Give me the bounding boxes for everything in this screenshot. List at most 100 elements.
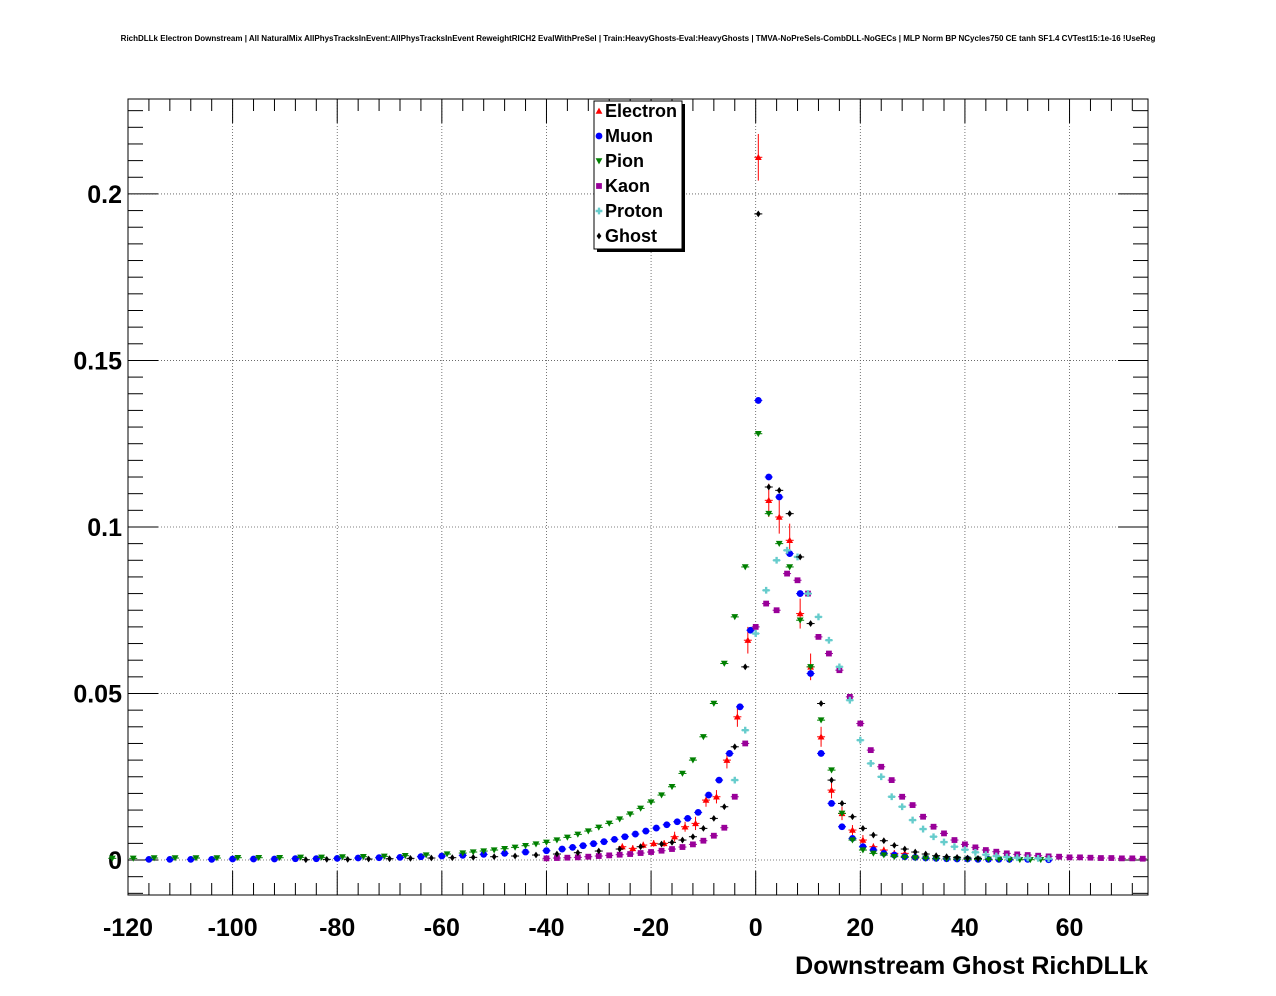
data-point — [764, 510, 773, 518]
data-point — [921, 855, 930, 862]
data-marker — [1045, 855, 1053, 863]
data-marker — [859, 836, 867, 843]
y-tick-label: 0.15 — [73, 347, 122, 375]
data-point — [422, 852, 431, 859]
data-point — [647, 849, 656, 855]
data-point — [877, 763, 886, 770]
data-point — [730, 743, 739, 751]
data-marker — [600, 838, 608, 846]
legend-label: Electron — [605, 101, 677, 121]
data-point — [856, 720, 865, 727]
data-point — [908, 816, 917, 824]
data-point — [647, 799, 656, 806]
data-marker — [558, 845, 566, 853]
data-marker — [627, 851, 634, 857]
data-marker — [846, 696, 854, 704]
x-axis-title: Downstream Ghost RichDLLk — [795, 952, 1148, 980]
data-marker — [909, 816, 917, 824]
data-point — [712, 790, 721, 804]
data-marker — [796, 617, 804, 624]
data-point — [573, 831, 582, 838]
data-marker — [417, 853, 425, 861]
data-marker — [1003, 853, 1011, 861]
data-point — [626, 851, 635, 857]
legend-marker — [595, 158, 603, 165]
data-marker — [920, 813, 926, 820]
data-point — [919, 813, 928, 820]
data-marker — [375, 854, 383, 862]
data-point — [490, 847, 499, 854]
data-point — [401, 852, 410, 860]
data-point — [1002, 853, 1011, 861]
data-point — [960, 841, 969, 848]
data-marker — [765, 510, 773, 518]
data-point — [1138, 855, 1147, 862]
data-point — [610, 835, 619, 843]
data-marker — [773, 556, 781, 564]
data-point — [900, 854, 909, 861]
data-point — [563, 834, 572, 841]
data-point — [733, 706, 742, 727]
data-point — [406, 854, 415, 862]
data-marker — [755, 210, 761, 218]
data-point — [301, 856, 310, 864]
data-marker — [692, 819, 699, 827]
legend-marker — [595, 207, 603, 215]
data-point — [678, 844, 687, 850]
data-marker — [490, 847, 498, 854]
data-marker — [752, 624, 759, 630]
data-marker — [1024, 854, 1032, 862]
data-point — [364, 855, 373, 863]
data-point — [469, 853, 478, 861]
data-marker — [817, 733, 825, 740]
data-point — [858, 847, 867, 854]
data-marker — [166, 855, 174, 863]
data-marker — [366, 855, 371, 863]
data-point — [448, 854, 457, 862]
series-kaon — [542, 570, 1147, 862]
data-point — [1096, 855, 1105, 861]
data-marker — [575, 849, 581, 857]
data-marker — [815, 633, 822, 640]
data-marker — [869, 850, 877, 857]
data-point — [783, 546, 792, 554]
data-marker — [807, 670, 815, 677]
data-point — [921, 850, 930, 858]
data-point — [827, 767, 836, 774]
data-point — [762, 600, 771, 607]
data-point — [600, 838, 608, 846]
data-point — [783, 570, 792, 577]
data-marker — [982, 851, 990, 859]
data-marker — [585, 853, 592, 860]
data-point — [338, 854, 347, 861]
data-marker — [621, 833, 629, 841]
data-point — [1107, 855, 1116, 861]
data-marker — [626, 811, 634, 818]
legend-item-ghost: Ghost — [596, 226, 657, 246]
data-point — [552, 850, 561, 858]
data-marker — [616, 851, 623, 858]
data-point — [741, 726, 750, 734]
data-point — [775, 493, 784, 501]
data-point — [1055, 853, 1064, 860]
data-marker — [763, 600, 770, 607]
data-marker — [944, 853, 949, 861]
data-point — [657, 847, 666, 854]
data-point — [940, 838, 948, 846]
data-point — [887, 777, 896, 783]
data-marker — [940, 838, 948, 846]
data-marker — [796, 610, 804, 617]
data-point — [573, 854, 582, 861]
data-point — [950, 837, 959, 843]
series-ghost — [301, 210, 982, 864]
data-marker — [1098, 855, 1104, 861]
x-tick-label: -40 — [528, 914, 564, 942]
data-marker — [787, 510, 793, 518]
y-tick-label: 0 — [108, 847, 122, 875]
data-point — [720, 803, 729, 811]
data-marker — [849, 837, 856, 844]
data-marker — [1139, 855, 1146, 862]
data-marker — [642, 827, 650, 835]
data-point — [741, 663, 750, 671]
